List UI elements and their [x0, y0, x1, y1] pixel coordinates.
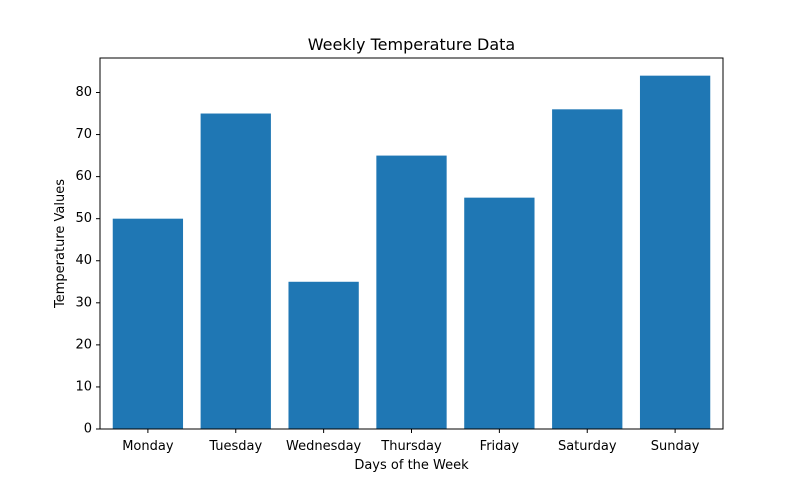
- bar-wednesday: [288, 281, 359, 429]
- y-tick-label: 80: [75, 85, 92, 100]
- bar-friday: [464, 197, 535, 429]
- x-tick-label: Saturday: [558, 439, 617, 454]
- plot-frame: [99, 57, 724, 430]
- bars-group: [112, 75, 711, 430]
- bar-monday: [112, 218, 184, 429]
- y-tick-label: 70: [75, 127, 92, 142]
- bar-tuesday: [200, 113, 271, 430]
- x-tick-label: Monday: [122, 439, 174, 454]
- x-tick-label: Tuesday: [208, 439, 262, 454]
- y-axis-label: Temperature Values: [53, 179, 68, 309]
- x-tick-label: Friday: [480, 439, 520, 454]
- bar-saturday: [552, 109, 623, 430]
- x-tick-label: Thursday: [380, 439, 442, 454]
- x-axis-label: Days of the Week: [354, 458, 469, 473]
- bar-thursday: [376, 155, 447, 430]
- chart-title: Weekly Temperature Data: [308, 35, 515, 54]
- y-tick-label: 40: [75, 253, 92, 268]
- x-axis-ticks: Monday Tuesday Wednesday Thursday Friday Satu…: [122, 429, 700, 454]
- y-tick-label: 10: [75, 379, 92, 394]
- x-tick-label: Wednesday: [286, 439, 362, 454]
- bar-sunday: [639, 75, 711, 430]
- y-tick-label: 50: [75, 211, 92, 226]
- y-tick-label: 60: [75, 169, 92, 184]
- y-tick-label: 20: [75, 337, 92, 352]
- y-tick-label: 30: [75, 295, 92, 310]
- y-tick-label: 0: [84, 422, 92, 437]
- x-tick-label: Sunday: [651, 439, 700, 454]
- y-axis-ticks: 0 10 20 30 40 50 60 70 80: [75, 85, 100, 437]
